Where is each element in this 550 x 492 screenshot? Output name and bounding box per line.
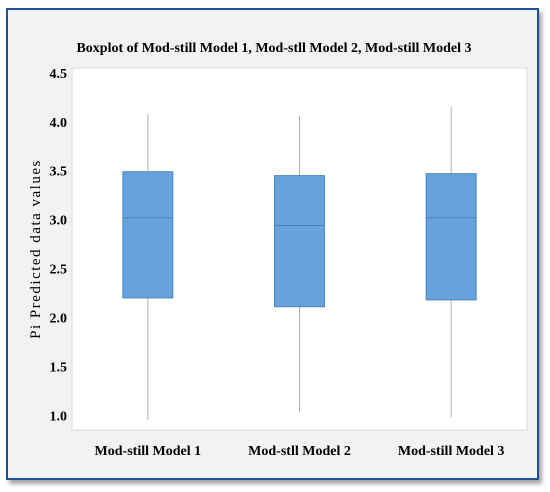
y-tick-label: 3.5: [50, 165, 68, 180]
iqr-box: [274, 175, 325, 308]
iqr-box: [122, 171, 174, 299]
iqr-box: [425, 173, 477, 301]
y-tick-label: 2.0: [50, 311, 68, 326]
box-3: [425, 107, 477, 418]
box-1: [122, 113, 174, 421]
chart-title: Boxplot of Mod-still Model 1, Mod-stll M…: [76, 41, 471, 56]
y-tick-label: 3.0: [50, 214, 68, 229]
y-tick-label: 1.0: [50, 409, 68, 424]
y-tick-label: 4.0: [50, 116, 68, 131]
x-category-label: Mod-still Model 3: [398, 444, 505, 459]
x-category-label: Mod-stll Model 2: [248, 444, 351, 459]
y-axis: 1.0 1.5 2.0 2.5 3.0 3.5 4.0 4.5: [50, 67, 68, 424]
boxes: [122, 107, 477, 421]
y-tick-label: 2.5: [50, 263, 68, 278]
y-axis-label: Pi Predicted data values: [28, 159, 44, 339]
x-category-label: Mod-still Model 1: [95, 444, 202, 459]
box-2: [274, 115, 325, 413]
y-tick-label: 1.5: [50, 360, 68, 375]
y-tick-label: 4.5: [50, 67, 68, 82]
x-axis: Mod-still Model 1 Mod-stll Model 2 Mod-sti…: [95, 444, 505, 459]
